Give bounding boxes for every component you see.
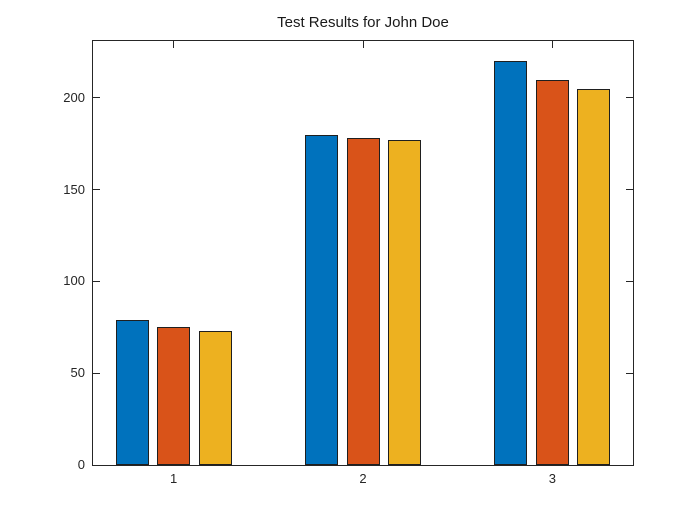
- x-tick-mark-top: [362, 41, 364, 48]
- y-axis-tick-label: 100: [63, 273, 85, 289]
- y-tick-mark-right: [626, 189, 633, 191]
- bar: [346, 138, 380, 465]
- y-tick-mark-right: [626, 372, 633, 374]
- y-axis-tick-label: 0: [77, 457, 85, 472]
- y-tick-mark-right: [626, 464, 633, 466]
- y-tick-mark: [93, 464, 100, 466]
- x-axis-tick-label: 3: [548, 471, 556, 486]
- plot-area: 0 50 100 150 200 1 2 3: [63, 40, 634, 486]
- x-axis-tick-label: 1: [170, 471, 178, 486]
- bar: [198, 331, 232, 465]
- y-axis-tick-label: 200: [63, 89, 85, 105]
- bar: [577, 88, 611, 465]
- y-axis-tick-label: 150: [63, 181, 85, 197]
- x-axis-tick-label: 2: [359, 471, 367, 486]
- y-tick-mark: [93, 97, 100, 99]
- y-tick-mark: [93, 280, 100, 282]
- y-tick-mark-right: [626, 280, 633, 282]
- y-tick-mark: [93, 372, 100, 374]
- y-tick-mark-right: [626, 97, 633, 99]
- y-tick-mark: [93, 189, 100, 191]
- bar: [535, 79, 569, 465]
- x-tick-mark-top: [173, 41, 175, 48]
- bar: [157, 327, 191, 465]
- bar: [388, 140, 421, 465]
- x-tick-mark-top: [551, 41, 553, 48]
- bar: [305, 134, 338, 465]
- y-axis-tick-label: 50: [70, 365, 85, 381]
- chart-title: Test Results for John Doe: [277, 14, 449, 31]
- bar: [115, 320, 149, 465]
- bar: [494, 61, 528, 465]
